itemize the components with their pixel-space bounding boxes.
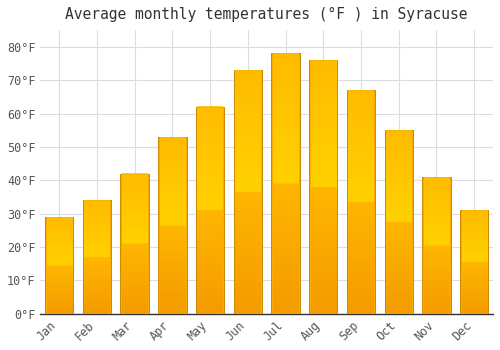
Bar: [384, 130, 413, 314]
Bar: [45, 217, 74, 314]
Bar: [422, 177, 450, 314]
Bar: [347, 90, 375, 314]
Bar: [234, 70, 262, 314]
Bar: [309, 60, 338, 314]
Bar: [272, 54, 299, 314]
Bar: [120, 174, 149, 314]
Bar: [158, 137, 186, 314]
Bar: [196, 107, 224, 314]
Bar: [83, 200, 111, 314]
Title: Average monthly temperatures (°F ) in Syracuse: Average monthly temperatures (°F ) in Sy…: [66, 7, 468, 22]
Bar: [460, 210, 488, 314]
